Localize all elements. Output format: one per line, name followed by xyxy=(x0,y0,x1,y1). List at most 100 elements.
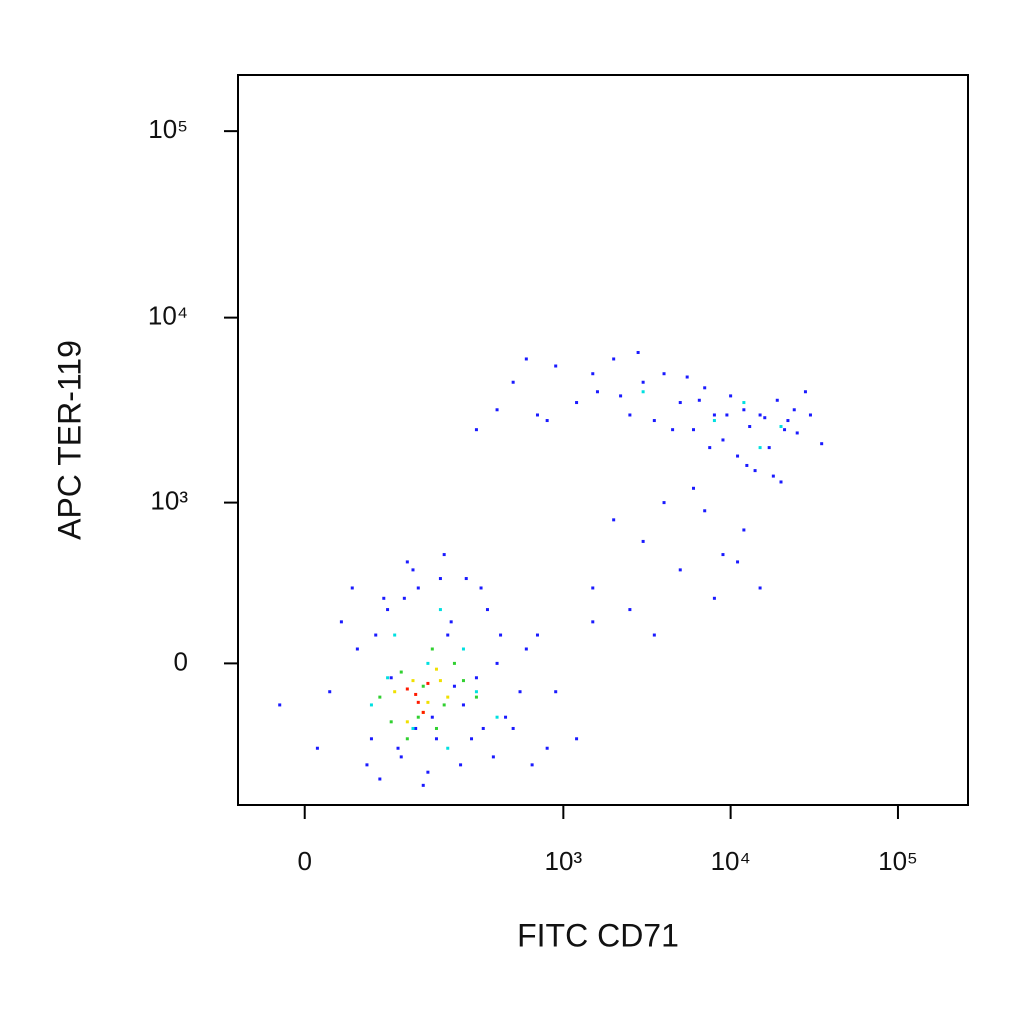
data-point xyxy=(452,661,456,665)
data-point xyxy=(461,647,465,651)
data-point xyxy=(389,720,393,724)
data-point xyxy=(378,695,382,699)
data-point xyxy=(535,413,539,417)
data-point xyxy=(721,553,725,557)
data-point xyxy=(697,398,701,402)
data-point xyxy=(641,380,645,384)
data-point xyxy=(446,695,450,699)
data-point xyxy=(461,679,465,683)
data-point xyxy=(721,438,725,442)
y-tick-label: 0 xyxy=(174,646,188,676)
data-point xyxy=(479,586,483,590)
x-tick-label: 0 xyxy=(297,846,311,876)
data-point xyxy=(430,715,434,719)
data-point xyxy=(703,386,707,390)
data-point xyxy=(495,661,499,665)
data-point xyxy=(495,408,499,412)
data-point xyxy=(504,715,508,719)
data-point xyxy=(745,463,749,467)
data-point xyxy=(461,703,465,707)
data-point xyxy=(786,419,790,423)
data-point xyxy=(678,568,682,572)
data-point xyxy=(396,746,400,750)
x-axis-title: FITC CD71 xyxy=(517,917,679,953)
data-point xyxy=(452,684,456,688)
x-tick-label: 10⁵ xyxy=(878,846,918,876)
data-point xyxy=(729,394,733,398)
data-point xyxy=(736,560,740,564)
data-point xyxy=(779,480,783,484)
data-point xyxy=(795,431,799,435)
data-point xyxy=(442,553,446,557)
data-point xyxy=(416,586,420,590)
data-point xyxy=(662,372,666,376)
data-point xyxy=(771,474,775,478)
data-point xyxy=(434,726,438,730)
data-point xyxy=(446,746,450,750)
data-point xyxy=(491,755,495,759)
data-point xyxy=(414,726,418,730)
x-tick-label: 10³ xyxy=(545,846,583,876)
data-point xyxy=(767,446,771,450)
data-point xyxy=(430,647,434,651)
plot-frame xyxy=(237,74,969,806)
data-point xyxy=(652,419,656,423)
data-point xyxy=(803,390,807,394)
data-point xyxy=(416,715,420,719)
data-point xyxy=(530,763,534,767)
data-point xyxy=(808,413,812,417)
data-point xyxy=(820,442,824,446)
data-point xyxy=(554,364,558,368)
data-point xyxy=(708,446,712,450)
data-point xyxy=(792,408,796,412)
data-point xyxy=(328,690,332,694)
data-point xyxy=(421,684,425,688)
data-point xyxy=(753,469,757,473)
data-point xyxy=(421,783,425,787)
data-point xyxy=(411,568,415,572)
x-tick-label: 10⁴ xyxy=(711,846,751,876)
data-point xyxy=(742,528,746,532)
data-point xyxy=(355,647,359,651)
y-tick-label: 10³ xyxy=(150,485,188,515)
data-point xyxy=(434,667,438,671)
data-point xyxy=(619,394,623,398)
data-point xyxy=(758,446,762,450)
data-point xyxy=(725,413,729,417)
data-point xyxy=(545,746,549,750)
data-point xyxy=(339,620,343,624)
data-point xyxy=(671,428,675,432)
data-point xyxy=(278,703,282,707)
data-point xyxy=(378,777,382,781)
data-point xyxy=(591,586,595,590)
data-point xyxy=(612,357,616,361)
data-point xyxy=(449,620,453,624)
data-point xyxy=(712,413,716,417)
data-point xyxy=(405,560,409,564)
data-point xyxy=(779,425,783,429)
data-point xyxy=(524,647,528,651)
data-point xyxy=(612,518,616,522)
data-point xyxy=(405,720,409,724)
data-point xyxy=(662,501,666,505)
data-point xyxy=(628,413,632,417)
y-tick-label: 10⁴ xyxy=(148,301,188,331)
data-point xyxy=(459,763,463,767)
data-point xyxy=(641,390,645,394)
data-point xyxy=(712,596,716,600)
data-point xyxy=(393,633,397,637)
data-point xyxy=(736,454,740,458)
data-point xyxy=(692,486,696,490)
data-point xyxy=(758,586,762,590)
data-point xyxy=(742,401,746,405)
data-point xyxy=(374,633,378,637)
data-point xyxy=(386,608,390,612)
data-point xyxy=(575,401,579,405)
data-point xyxy=(386,676,390,680)
y-tick-label: 10⁵ xyxy=(148,114,188,144)
data-point xyxy=(495,715,499,719)
data-point xyxy=(315,746,319,750)
data-point xyxy=(438,577,442,581)
data-point xyxy=(535,633,539,637)
